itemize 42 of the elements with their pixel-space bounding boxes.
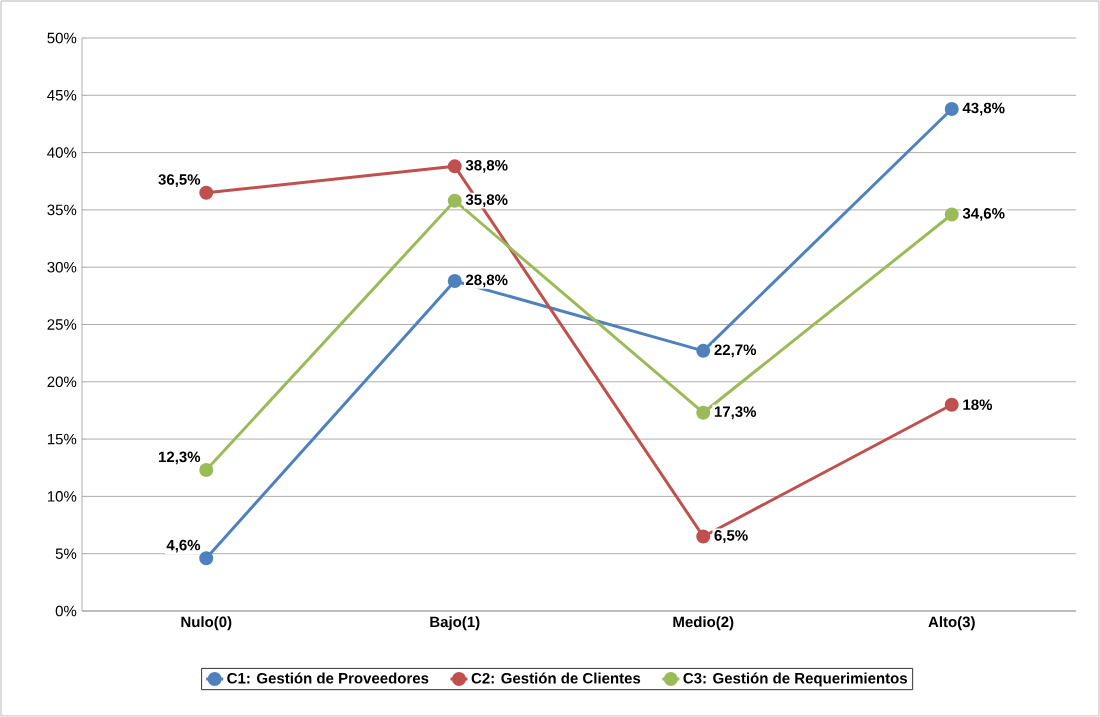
point — [696, 529, 711, 544]
y-tick-label: 15% — [47, 433, 77, 445]
data-label: 28,8% — [465, 274, 508, 288]
data-label: 6,5% — [714, 530, 748, 543]
y-tick-label: 25% — [47, 319, 77, 330]
point — [944, 397, 959, 412]
legend-label: C2: Gestión de Clientes — [471, 672, 641, 684]
y-tick-label: 10% — [47, 491, 77, 502]
legend-label: C3: Gestión de Requerimientos — [683, 672, 908, 687]
y-tick-label: 45% — [47, 90, 77, 101]
data-label: 18% — [963, 399, 993, 411]
y-tick-label: 30% — [47, 261, 77, 273]
data-label: 17,3% — [714, 406, 757, 420]
point — [199, 185, 214, 200]
x-tick-label: Bajo(1) — [430, 616, 480, 631]
data-label: 35,8% — [465, 194, 508, 208]
point — [447, 273, 462, 288]
y-tick-label: 0% — [55, 605, 77, 617]
point — [944, 207, 959, 222]
point — [447, 193, 462, 208]
data-label: 34,6% — [962, 208, 1005, 221]
data-label: 12,3% — [158, 451, 201, 465]
point — [696, 343, 711, 358]
x-tick-label: Nulo(0) — [181, 616, 232, 631]
data-label: 36,5% — [158, 174, 201, 187]
data-label: 38,8% — [465, 159, 508, 173]
point — [944, 102, 959, 117]
y-tick-label: 40% — [47, 147, 77, 158]
x-tick-label: Medio(2) — [673, 616, 734, 631]
point — [199, 551, 214, 566]
y-tick-label: 50% — [47, 32, 77, 44]
point — [696, 405, 711, 420]
data-label: 22,7% — [714, 344, 757, 358]
data-label: 43,8% — [962, 102, 1005, 116]
y-tick-label: 35% — [47, 204, 77, 216]
legend-label: C1: Gestión de Proveedores — [227, 672, 429, 684]
y-tick-label: 5% — [55, 548, 77, 559]
point — [447, 159, 462, 174]
y-tick-label: 20% — [47, 376, 77, 388]
data-label: 4,6% — [166, 539, 201, 553]
x-tick-label: Alto(3) — [928, 616, 975, 631]
point — [199, 463, 214, 478]
